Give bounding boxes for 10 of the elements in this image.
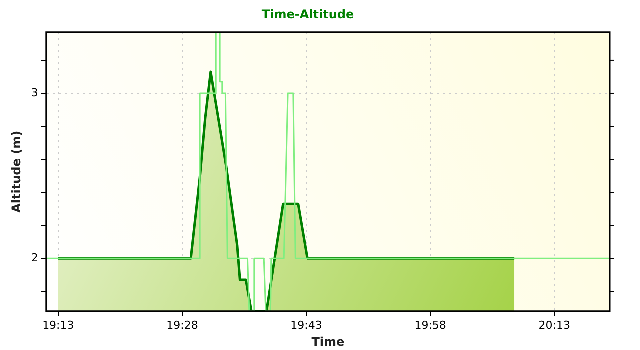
y-axis-title: Altitude (m) [9,130,24,213]
chart-title: Time-Altitude [262,7,354,22]
x-tick-label: 19:13 [42,318,74,332]
x-axis-title: Time [312,334,345,349]
x-tick-label: 20:13 [538,318,570,332]
y-tick-label: 3 [31,86,38,100]
x-tick-label: 19:43 [290,318,322,332]
y-tick-label: 2 [31,251,38,264]
x-tick-label: 19:58 [414,318,446,332]
x-tick-label: 19:28 [166,318,198,332]
